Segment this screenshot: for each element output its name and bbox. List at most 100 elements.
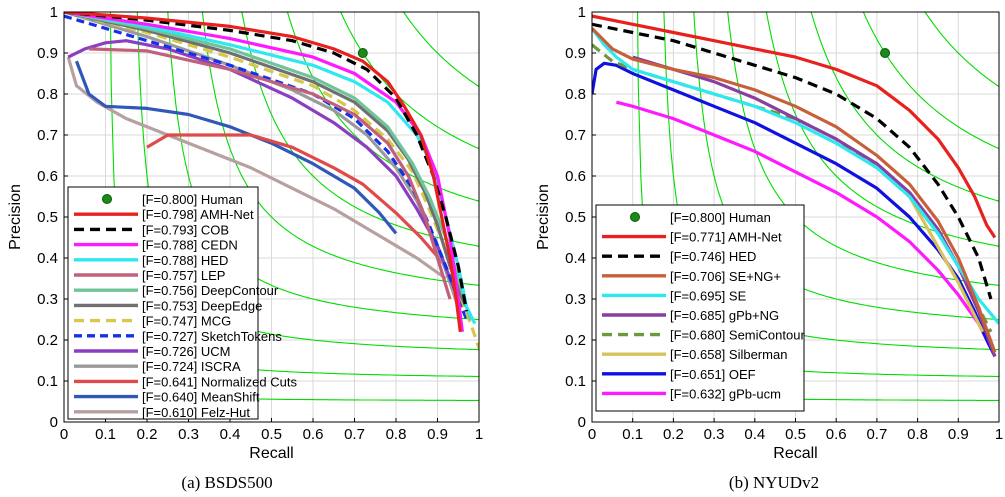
y-tick-label: 0.4 (37, 250, 58, 267)
x-tick-label: 0 (588, 426, 596, 443)
legend-box (595, 204, 805, 412)
legend-label: [F=0.800] Human (670, 210, 771, 225)
x-tick-label: 0.5 (261, 426, 282, 443)
series-line (64, 12, 462, 332)
legend-label: [F=0.727] SketchTokens (142, 329, 282, 344)
x-axis-label: Recall (249, 445, 293, 462)
legend-label: [F=0.680] SemiContour (670, 328, 805, 343)
y-tick-label: 0.5 (565, 209, 586, 226)
x-tick-label: 0.4 (744, 426, 765, 443)
x-tick-label: 0.1 (622, 426, 643, 443)
panel-a: 0 0.1 0.2 0.3 0.4 0.5 0.6 0.7 0.8 0.9 1 0 0.1 0.2 0.3 0… (7, 4, 483, 492)
series-line (64, 14, 469, 321)
y-tick-label: 0.7 (565, 127, 586, 144)
iso-f-curve (727, 12, 999, 286)
legend-label: [F=0.658] Silberman (670, 347, 787, 362)
y-tick-label: 0.7 (37, 127, 58, 144)
legend: [F=0.800] Human[F=0.798] AMH-Net[F=0.793… (67, 186, 297, 420)
y-axis-label: Precision (535, 184, 552, 250)
y-tick-label: 0.6 (37, 168, 58, 185)
series-line (64, 12, 479, 349)
series-line (592, 27, 999, 325)
legend-label: [F=0.788] HED (142, 253, 228, 268)
iso-f-curve (402, 12, 479, 87)
x-tick-label: 0.8 (907, 426, 928, 443)
legend-label: [F=0.610] Felz-Hut (142, 405, 250, 420)
panel-caption: (a) BSDS500 (181, 473, 272, 492)
x-tick-label: 0.2 (137, 426, 158, 443)
x-tick-label: 0.7 (866, 426, 887, 443)
legend-marker-human (102, 194, 112, 204)
series-group (592, 14, 999, 358)
legend-label: [F=0.788] CEDN (142, 238, 238, 253)
y-tick-label: 0 (50, 414, 58, 431)
x-tick-label: 0.9 (948, 426, 969, 443)
x-tick-label: 1 (995, 426, 1003, 443)
x-tick-label: 0.5 (785, 426, 806, 443)
legend-label: [F=0.632] gPb-ucm (670, 386, 781, 401)
y-tick-label: 0 (578, 414, 586, 431)
y-tick-label: 0.8 (37, 86, 58, 103)
series-line (75, 60, 398, 235)
y-tick-label: 1 (578, 4, 586, 21)
legend-label: [F=0.746] HED (670, 249, 756, 264)
legend-label: [F=0.753] DeepEdge (142, 298, 262, 313)
series-line (88, 47, 452, 300)
legend-label: [F=0.756] DeepContour (142, 283, 279, 298)
x-tick-label: 0.7 (344, 426, 365, 443)
legend-label: [F=0.706] SE+NG+ (670, 269, 781, 284)
legend-label: [F=0.724] ISCRA (142, 359, 241, 374)
y-tick-label: 0.3 (37, 291, 58, 308)
iso-f-curve (201, 12, 479, 286)
iso-f-curve (862, 12, 999, 150)
legend-label: [F=0.800] Human (142, 192, 243, 207)
y-tick-label: 0.9 (37, 45, 58, 62)
x-tick-label: 0.8 (386, 426, 407, 443)
y-tick-label: 0.8 (565, 86, 586, 103)
x-tick-label: 0.9 (427, 426, 448, 443)
series-line (592, 22, 993, 300)
series-line (64, 12, 469, 312)
legend-label: [F=0.640] MeanShift (142, 390, 260, 405)
legend-label: [F=0.757] LEP (142, 268, 225, 283)
y-tick-label: 0.5 (37, 209, 58, 226)
x-tick-label: 0.6 (826, 426, 847, 443)
y-tick-label: 0.2 (565, 332, 586, 349)
human-point (880, 48, 891, 58)
series-line (908, 195, 985, 333)
x-tick-label: 0.3 (704, 426, 725, 443)
legend-label: [F=0.771] AMH-Net (670, 230, 782, 245)
legend-label: [F=0.685] gPb+NG (670, 308, 779, 323)
y-tick-label: 1 (50, 4, 58, 21)
y-tick-label: 0.6 (565, 168, 586, 185)
y-axis-label: Precision (7, 184, 24, 250)
y-tick-label: 0.1 (37, 373, 58, 390)
iso-f-curve (810, 12, 999, 202)
legend-label: [F=0.695] SE (670, 288, 747, 303)
y-tick-label: 0.9 (565, 45, 586, 62)
series-line (146, 133, 448, 268)
series-line (616, 100, 993, 349)
x-axis-label: Recall (773, 445, 817, 462)
legend-label: [F=0.793] COB (142, 222, 229, 237)
legend-marker-human (630, 212, 640, 222)
x-tick-label: 0.6 (303, 426, 324, 443)
legend-label: [F=0.651] OEF (670, 367, 756, 382)
series-line (592, 14, 997, 239)
series-line (592, 27, 997, 353)
legend-label: [F=0.641] Normalized Cuts (142, 374, 297, 389)
legend-label: [F=0.798] AMH-Net (142, 207, 254, 222)
x-tick-label: 0.4 (220, 426, 241, 443)
series-line (592, 61, 997, 358)
series-line (64, 12, 477, 325)
x-tick-label: 0 (60, 426, 68, 443)
iso-f-curve (924, 12, 999, 87)
series-group (64, 12, 479, 349)
y-tick-label: 0.3 (565, 291, 586, 308)
panel-b: 0 0.1 0.2 0.3 0.4 0.5 0.6 0.7 0.8 0.9 1 0 0.1 0.2 0.3 0… (535, 4, 1003, 492)
panel-caption: (b) NYUDv2 (729, 473, 819, 492)
human-point (357, 48, 368, 58)
series-line (64, 12, 464, 332)
iso-f-curve (241, 12, 479, 247)
x-tick-label: 0.3 (178, 426, 199, 443)
